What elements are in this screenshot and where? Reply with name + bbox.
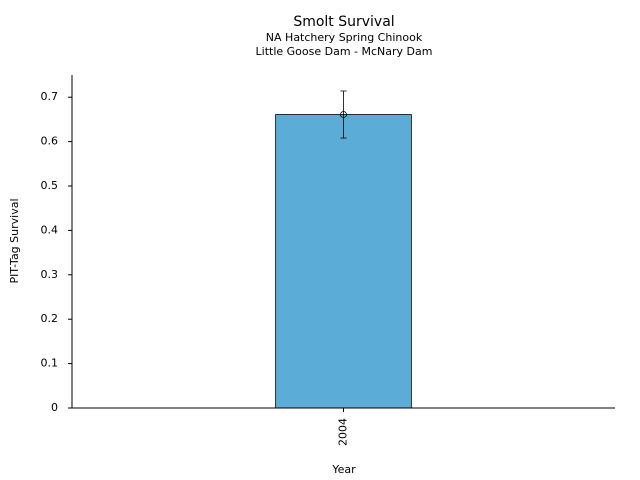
y-tick-label: 0.7: [41, 90, 59, 103]
chart-subtitle: NA Hatchery Spring Chinook: [266, 31, 423, 44]
y-tick-label: 0.2: [41, 312, 59, 325]
chart-title: Smolt Survival: [293, 14, 394, 30]
y-tick-label: 0.4: [41, 223, 59, 236]
y-tick-label: 0.5: [41, 179, 59, 192]
chart-subtitle: Little Goose Dam - McNary Dam: [256, 45, 433, 58]
point-marker: [340, 111, 347, 118]
y-tick-label: 0.3: [41, 268, 59, 281]
x-tick-label: 2004: [337, 418, 350, 446]
y-axis-label: PIT-Tag Survival: [8, 198, 21, 283]
error-bar: [340, 90, 347, 139]
y-tick-label: 0.1: [41, 357, 59, 370]
y-tick-label: 0.6: [41, 135, 59, 148]
x-axis-label: Year: [331, 463, 356, 476]
bar: [275, 114, 412, 409]
y-tick-label: 0: [51, 401, 58, 414]
